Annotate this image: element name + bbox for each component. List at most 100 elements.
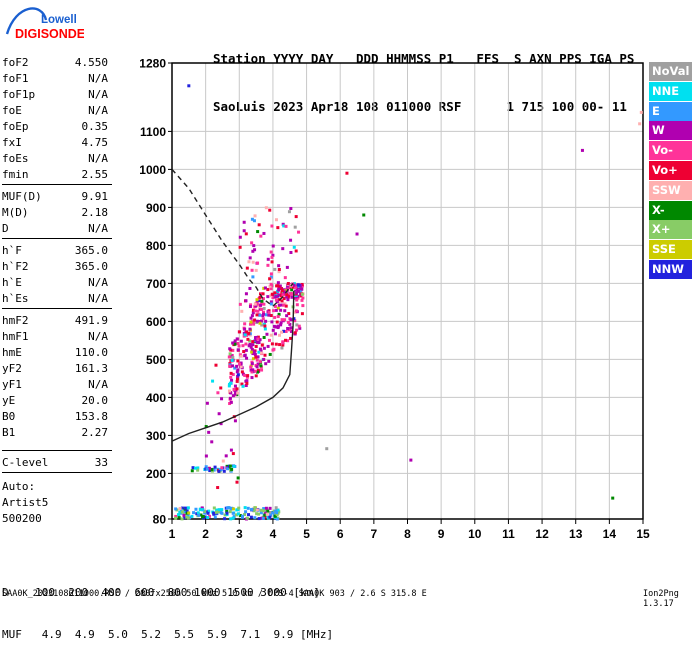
echo-point xyxy=(207,509,211,513)
echo-point xyxy=(219,386,223,390)
y-tick-label: 800 xyxy=(146,239,166,253)
echo-point xyxy=(258,338,262,342)
x-tick-label: 10 xyxy=(468,527,482,541)
echo-point xyxy=(257,350,261,354)
echo-point xyxy=(228,347,232,351)
param-name: h`F2 xyxy=(2,260,29,273)
echo-point xyxy=(243,373,247,377)
echo-point xyxy=(203,511,207,515)
echo-point xyxy=(251,311,255,315)
echo-point xyxy=(190,514,194,518)
echo-point xyxy=(286,281,290,285)
echo-point xyxy=(282,329,286,333)
legend-item: X+ xyxy=(649,220,692,240)
echo-point xyxy=(221,459,225,463)
echo-point xyxy=(200,508,204,512)
file-info-line: SAA0K_2023108011000.RSF / 280fx256h 50 k… xyxy=(2,589,427,599)
echo-point xyxy=(238,302,242,306)
echo-point xyxy=(235,377,239,381)
echo-point xyxy=(230,467,234,471)
param-value: 153.8 xyxy=(74,410,108,423)
echo-point xyxy=(211,379,215,383)
echo-point xyxy=(230,378,234,382)
echo-point xyxy=(259,508,263,512)
echo-point xyxy=(264,319,268,323)
echo-point xyxy=(241,384,245,388)
echo-point xyxy=(231,355,235,359)
x-tick-label: 11 xyxy=(502,527,515,541)
echo-point xyxy=(196,468,200,472)
echo-point xyxy=(286,327,290,331)
echo-point xyxy=(248,305,252,309)
echo-point xyxy=(187,511,191,515)
echo-point xyxy=(240,382,244,386)
param-name: hmE xyxy=(2,346,22,359)
y-tick-label: 400 xyxy=(146,391,166,405)
echo-point xyxy=(186,506,190,510)
echo-point xyxy=(258,313,262,317)
param-name: h`E xyxy=(2,276,22,289)
echo-point xyxy=(253,318,257,322)
echo-point xyxy=(231,511,235,515)
echo-point xyxy=(245,379,249,383)
echo-point xyxy=(244,342,248,346)
param-value: 4.550 xyxy=(74,56,108,69)
echo-point xyxy=(235,379,239,383)
echo-point xyxy=(261,314,265,318)
echo-point xyxy=(251,308,255,312)
echo-point xyxy=(274,218,278,222)
echo-point xyxy=(285,265,289,269)
echo-point xyxy=(239,354,243,358)
echo-point xyxy=(295,287,299,291)
echo-point xyxy=(256,261,260,265)
echo-point xyxy=(284,338,288,342)
echo-point xyxy=(254,355,258,359)
legend-item: Vo+ xyxy=(649,161,692,180)
echo-point xyxy=(213,515,217,519)
separator-line xyxy=(2,308,112,309)
echo-point xyxy=(177,515,181,519)
echo-point xyxy=(259,351,263,355)
echo-point xyxy=(186,516,190,520)
echo-point xyxy=(223,517,227,521)
echo-point xyxy=(250,217,254,221)
echo-point xyxy=(231,452,235,456)
echo-point xyxy=(255,370,259,374)
echo-point xyxy=(228,396,232,400)
echo-point xyxy=(268,515,272,519)
muf-row: MUF 4.9 4.9 5.0 5.2 5.5 5.9 7.1 9.9 [MHz… xyxy=(2,628,334,641)
echo-point xyxy=(277,288,281,292)
echo-point xyxy=(248,286,252,290)
echo-point xyxy=(277,298,281,302)
echo-point xyxy=(250,376,254,380)
echo-point xyxy=(290,288,294,292)
echo-point xyxy=(238,362,242,366)
echo-point xyxy=(289,207,293,211)
echo-point xyxy=(284,304,288,308)
x-tick-label: 5 xyxy=(303,527,310,541)
echo-point xyxy=(262,509,266,513)
echo-point xyxy=(235,387,239,391)
echo-point xyxy=(253,302,257,306)
echo-point xyxy=(260,323,264,327)
echo-point xyxy=(183,510,187,514)
echo-point xyxy=(263,513,267,517)
echo-point xyxy=(264,506,268,510)
echo-point xyxy=(204,510,208,514)
echo-point xyxy=(185,515,189,519)
echo-point xyxy=(239,365,243,369)
param-row: hmF2 491.9 xyxy=(2,314,108,330)
echo-point xyxy=(251,357,255,361)
echo-point xyxy=(236,374,240,378)
echo-point xyxy=(260,307,264,311)
echo-point xyxy=(278,343,282,347)
echo-point xyxy=(182,516,186,520)
echo-point xyxy=(256,362,260,366)
echo-point xyxy=(270,320,274,324)
echo-point xyxy=(231,348,235,352)
echo-point xyxy=(231,394,235,398)
param-name: foEp xyxy=(2,120,29,133)
echo-point xyxy=(253,506,257,510)
echo-point xyxy=(300,298,304,302)
legend-item: X- xyxy=(649,200,692,220)
